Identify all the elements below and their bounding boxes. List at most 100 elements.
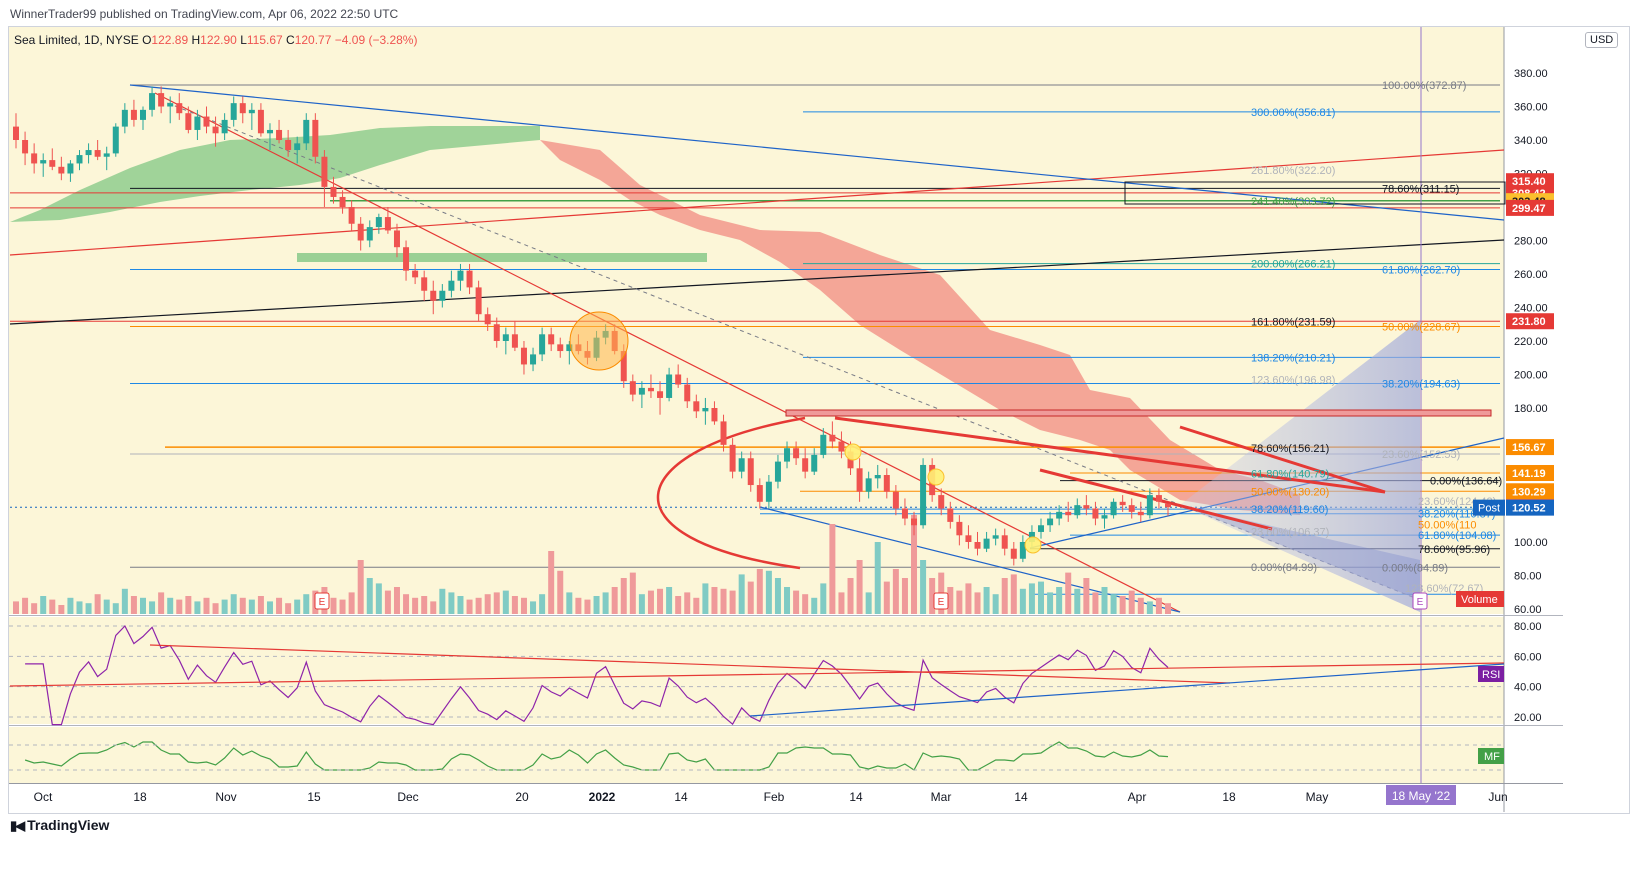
candle-body bbox=[1047, 518, 1054, 526]
candle-body bbox=[393, 230, 400, 248]
mf-pane-bg bbox=[9, 727, 1504, 783]
chart-frame bbox=[8, 26, 1630, 814]
volume-bar bbox=[339, 599, 346, 614]
candle-body bbox=[1010, 548, 1017, 559]
fib-label: 78.60%(156.21) bbox=[1251, 443, 1329, 455]
candle-body bbox=[457, 270, 464, 281]
low-value: 115.67 bbox=[246, 33, 283, 47]
candle-body bbox=[403, 247, 410, 271]
fib-label: 23.60%(106.37) bbox=[1251, 526, 1329, 538]
candle-body bbox=[112, 126, 119, 154]
rsi-red-trendline bbox=[9, 662, 1505, 687]
symbol-legend[interactable]: Sea Limited, 1D, NYSE O122.89 H122.90 L1… bbox=[14, 33, 417, 47]
volume-tag bbox=[1456, 591, 1504, 607]
volume-bar bbox=[1010, 574, 1017, 614]
price-tick-label: 380.00 bbox=[1514, 68, 1548, 80]
candle-body bbox=[421, 277, 428, 291]
marker-dot bbox=[1024, 536, 1042, 554]
volume-bar bbox=[911, 515, 918, 614]
candle-body bbox=[965, 535, 972, 542]
volume-bar bbox=[212, 603, 219, 614]
brand-text: TradingView bbox=[27, 817, 110, 833]
price-badge bbox=[1506, 439, 1554, 456]
volume-bar bbox=[239, 597, 246, 614]
candle-body bbox=[357, 223, 364, 241]
volume-bar bbox=[738, 574, 745, 614]
volume-bar bbox=[747, 581, 754, 614]
volume-bar bbox=[929, 578, 936, 614]
volume-bar bbox=[838, 592, 845, 614]
volume-bar bbox=[1146, 601, 1153, 614]
volume-bar bbox=[130, 596, 137, 614]
price-axis-bg bbox=[1505, 27, 1563, 783]
volume-bar bbox=[820, 583, 827, 614]
volume-bar bbox=[158, 592, 165, 614]
candle-body bbox=[67, 163, 74, 174]
candle-body bbox=[838, 441, 845, 452]
volume-bar bbox=[448, 592, 455, 614]
time-tick-label: 14 bbox=[674, 790, 688, 804]
volume-bar bbox=[992, 594, 999, 614]
post-tag-label: Post bbox=[1478, 503, 1500, 515]
candle-body bbox=[747, 458, 754, 486]
price-badge-value: 120.52 bbox=[1512, 503, 1546, 515]
candle-body bbox=[1056, 511, 1063, 519]
fib-label: 78.60%(95.96) bbox=[1418, 544, 1490, 556]
mf-tag bbox=[1478, 748, 1504, 764]
volume-bar bbox=[294, 599, 301, 614]
candle-body bbox=[856, 468, 863, 492]
candle-body bbox=[230, 103, 237, 120]
candle-body bbox=[956, 521, 963, 536]
ichimoku-red-cloud bbox=[540, 140, 1300, 515]
candle-body bbox=[375, 217, 382, 228]
price-badge bbox=[1506, 199, 1554, 216]
candle-body bbox=[938, 495, 945, 509]
volume-bar bbox=[475, 597, 482, 614]
candle-body bbox=[239, 103, 246, 114]
volume-bar bbox=[484, 594, 491, 614]
volume-bar bbox=[149, 601, 156, 614]
volume-bar bbox=[176, 599, 183, 614]
earnings-tag: E bbox=[314, 592, 330, 610]
volume-bar bbox=[956, 590, 963, 614]
candle-body bbox=[820, 434, 827, 455]
fib-label: 123.60%(196.98) bbox=[1251, 375, 1335, 387]
blue-falling-trendline bbox=[129, 84, 1505, 221]
fib-label: 100.00%(372.87) bbox=[1382, 80, 1466, 92]
candle-body bbox=[13, 126, 19, 140]
currency-button[interactable]: USD bbox=[1585, 32, 1619, 48]
volume-bar bbox=[276, 597, 283, 614]
candle-body bbox=[76, 155, 83, 164]
volume-bar bbox=[85, 603, 92, 614]
candle-body bbox=[811, 454, 818, 472]
candle-body bbox=[566, 344, 573, 352]
candle-body bbox=[1038, 525, 1045, 532]
time-tick-label: Apr bbox=[1128, 790, 1147, 804]
candle-body bbox=[911, 518, 918, 526]
candle-body bbox=[666, 374, 673, 398]
candle-body bbox=[203, 116, 210, 127]
mf-tag-label: MF bbox=[1484, 751, 1500, 763]
time-tick-label: 14 bbox=[849, 790, 863, 804]
volume-bar bbox=[1047, 592, 1054, 614]
volume-bar bbox=[94, 594, 101, 614]
price-badge bbox=[1506, 465, 1554, 482]
price-badge bbox=[1506, 313, 1554, 330]
candle-body bbox=[620, 351, 627, 382]
volume-bar bbox=[1137, 597, 1144, 614]
price-badge bbox=[1506, 499, 1554, 516]
candle-body bbox=[1119, 501, 1126, 506]
volume-bar bbox=[1065, 572, 1072, 614]
price-badge bbox=[1506, 483, 1554, 500]
high-label: H bbox=[191, 33, 201, 47]
volume-bar bbox=[31, 603, 38, 614]
candle-body bbox=[693, 401, 700, 412]
tradingview-logo[interactable]: ▮◀ TradingView bbox=[10, 817, 109, 834]
candle-body bbox=[439, 290, 446, 301]
candle-body bbox=[1155, 495, 1162, 502]
volume-bar bbox=[729, 590, 736, 614]
tradingview-logo-icon: ▮◀ bbox=[10, 818, 25, 833]
volume-bar bbox=[375, 583, 382, 614]
candle-body bbox=[711, 408, 718, 422]
